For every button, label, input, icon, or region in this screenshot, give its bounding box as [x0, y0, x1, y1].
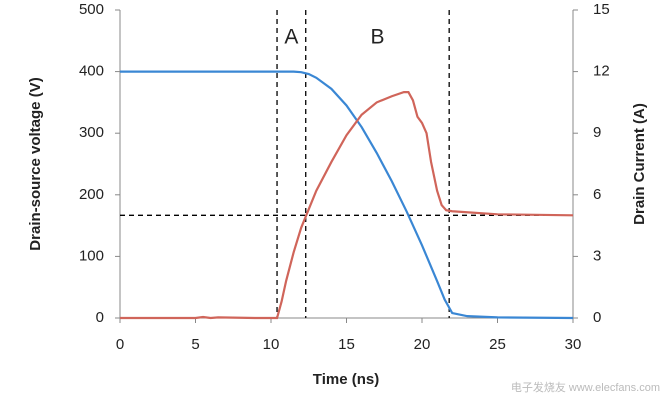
y-tick-label: 400	[79, 63, 104, 80]
y-tick-label: 100	[79, 247, 104, 264]
x-tick-label: 25	[489, 336, 506, 353]
y-tick-label: 300	[79, 124, 104, 141]
y2-tick-label: 9	[593, 124, 601, 141]
x-tick-label: 0	[116, 336, 124, 353]
y2-tick-label: 12	[593, 63, 610, 80]
y2-tick-label: 3	[593, 247, 601, 264]
x-tick-label: 20	[414, 336, 431, 353]
x-tick-label: 10	[263, 336, 280, 353]
y2-tick-label: 6	[593, 186, 601, 203]
x-tick-label: 5	[191, 336, 199, 353]
data-line	[120, 70, 574, 320]
y-tick-label: 200	[79, 186, 104, 203]
y-tick-label: 500	[79, 1, 104, 18]
region-label: A	[284, 26, 298, 49]
watermark: 电子发烧友 www.elecfans.com	[511, 380, 660, 394]
y2-tick-label: 15	[593, 1, 610, 18]
x-tick-label: 15	[338, 336, 355, 353]
y2-tick-label: 0	[593, 309, 601, 326]
y-axis-label: Drain-source voltage (V)	[27, 77, 44, 250]
y-tick-label: 0	[96, 309, 104, 326]
x-axis-label: Time (ns)	[313, 371, 379, 388]
data-line	[120, 91, 574, 320]
y2-axis-label: Drain Current (A)	[631, 103, 648, 225]
region-label: B	[370, 26, 384, 49]
x-tick-label: 30	[565, 336, 582, 353]
